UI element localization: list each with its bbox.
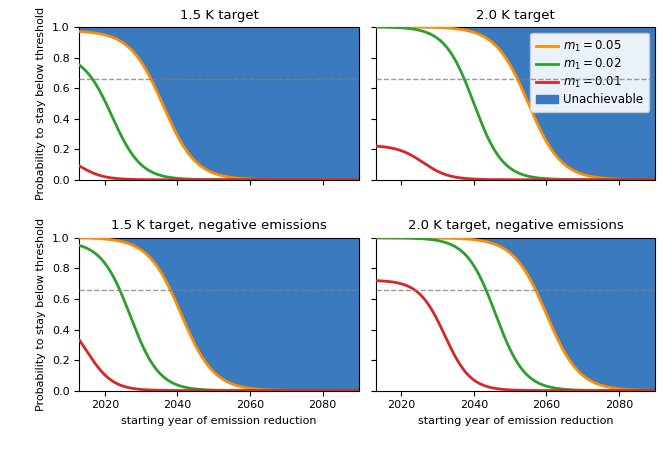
Title: 1.5 K target: 1.5 K target (180, 9, 259, 22)
X-axis label: starting year of emission reduction: starting year of emission reduction (122, 416, 317, 426)
Title: 2.0 K target: 2.0 K target (476, 9, 555, 22)
Title: 1.5 K target, negative emissions: 1.5 K target, negative emissions (111, 220, 327, 233)
Y-axis label: Probability to stay below threshold: Probability to stay below threshold (36, 218, 46, 411)
Y-axis label: Probability to stay below threshold: Probability to stay below threshold (36, 7, 46, 200)
X-axis label: starting year of emission reduction: starting year of emission reduction (418, 416, 613, 426)
Legend: $m_1 = 0.05$, $m_1 = 0.02$, $m_1 = 0.01$, Unachievable: $m_1 = 0.05$, $m_1 = 0.02$, $m_1 = 0.01$… (530, 33, 649, 112)
Title: 2.0 K target, negative emissions: 2.0 K target, negative emissions (408, 220, 624, 233)
